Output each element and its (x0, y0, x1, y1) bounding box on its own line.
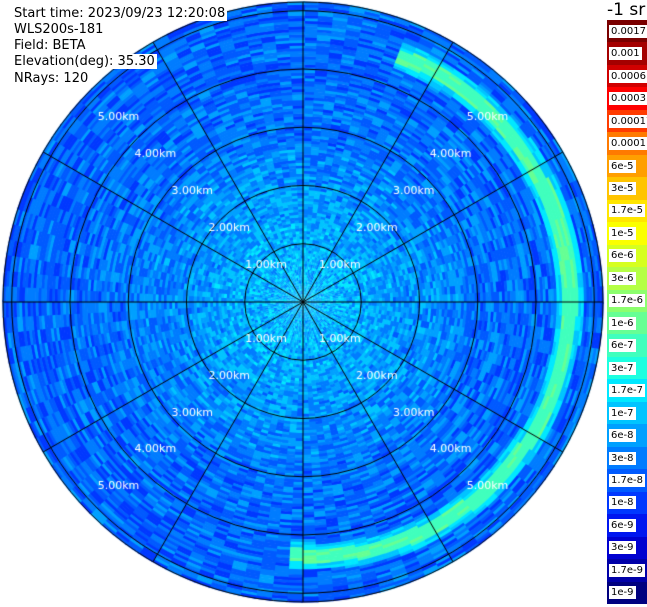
colorbar-tick-label: 3e-5 (609, 181, 636, 195)
colorbar-tick-label: 1.7e-8 (609, 473, 646, 487)
colorbar-tick-label: 3e-6 (609, 271, 636, 285)
colorbar-tick-label: 0.0017 (609, 24, 647, 38)
field-label: Field: BETA (12, 38, 88, 53)
start-time-label: Start time: 2023/09/23 12:20:08 (12, 6, 228, 21)
colorbar-tick-label: 3e-8 (609, 451, 636, 465)
colorbar-tick-label: 0.0001 (609, 137, 647, 151)
colorbar-tick-label: 1.7e-5 (609, 204, 646, 218)
colorbar-tick-label: 6e-5 (609, 159, 636, 173)
colorbar-tick-label: 0.001 (609, 47, 642, 61)
colorbar-tick-label: 1.7e-9 (609, 563, 646, 577)
colorbar-tick-label: 1e-9 (609, 586, 636, 600)
elevation-label: Elevation(deg): 35.30 (12, 54, 157, 69)
colorbar-tick-label: 1e-8 (609, 496, 636, 510)
colorbar-tick-label: 1e-7 (609, 406, 636, 420)
colorbar: 0.0017 0.001 0.0006 0.0003 0.00017 0.0001 6e-5… (607, 20, 647, 605)
colorbar-title: -1 sr (607, 0, 646, 20)
instrument-label: WLS200s-181 (12, 22, 106, 37)
nrays-label: NRays: 120 (12, 71, 91, 86)
colorbar-tick-label: 0.0003 (609, 92, 647, 106)
colorbar-tick-label: 3e-7 (609, 361, 636, 375)
colorbar-tick-label: 6e-6 (609, 249, 636, 263)
colorbar-tick-label: 6e-8 (609, 429, 636, 443)
colorbar-tick-label: 1e-6 (609, 316, 636, 330)
colorbar-tick-label: 1.7e-6 (609, 294, 646, 308)
colorbar-tick-label: 1e-5 (609, 226, 636, 240)
colorbar-tick-label: 1.7e-7 (609, 384, 646, 398)
colorbar-tick-label: 3e-9 (609, 541, 636, 555)
colorbar-tick-label: 0.00017 (609, 114, 647, 128)
colorbar-tick-label: 6e-9 (609, 518, 636, 532)
colorbar-tick-label: 6e-7 (609, 339, 636, 353)
colorbar-tick-label: 0.0006 (609, 69, 647, 83)
